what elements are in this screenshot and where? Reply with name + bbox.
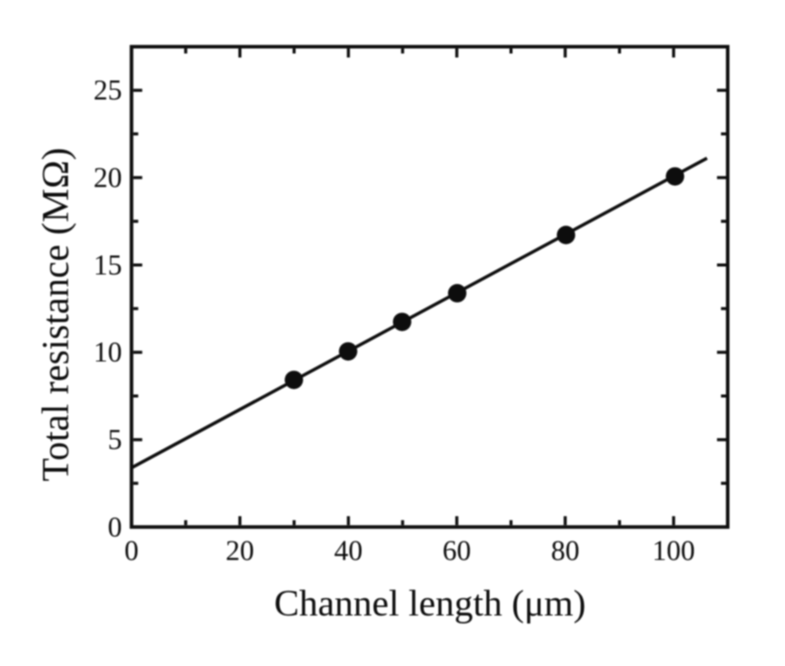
- svg-text:5: 5: [108, 425, 122, 456]
- svg-text:15: 15: [94, 250, 123, 281]
- svg-text:40: 40: [334, 536, 363, 567]
- svg-text:10: 10: [94, 338, 123, 369]
- svg-text:0: 0: [124, 536, 138, 567]
- svg-text:20: 20: [226, 536, 255, 567]
- svg-text:20: 20: [94, 163, 123, 194]
- svg-text:80: 80: [551, 536, 580, 567]
- svg-text:0: 0: [108, 512, 122, 543]
- svg-text:100: 100: [652, 536, 695, 567]
- svg-text:25: 25: [94, 76, 123, 107]
- svg-text:60: 60: [443, 536, 472, 567]
- svg-text:Total resistance (MΩ): Total resistance (MΩ): [35, 148, 77, 482]
- svg-text:Channel length (μm): Channel length (μm): [274, 584, 586, 625]
